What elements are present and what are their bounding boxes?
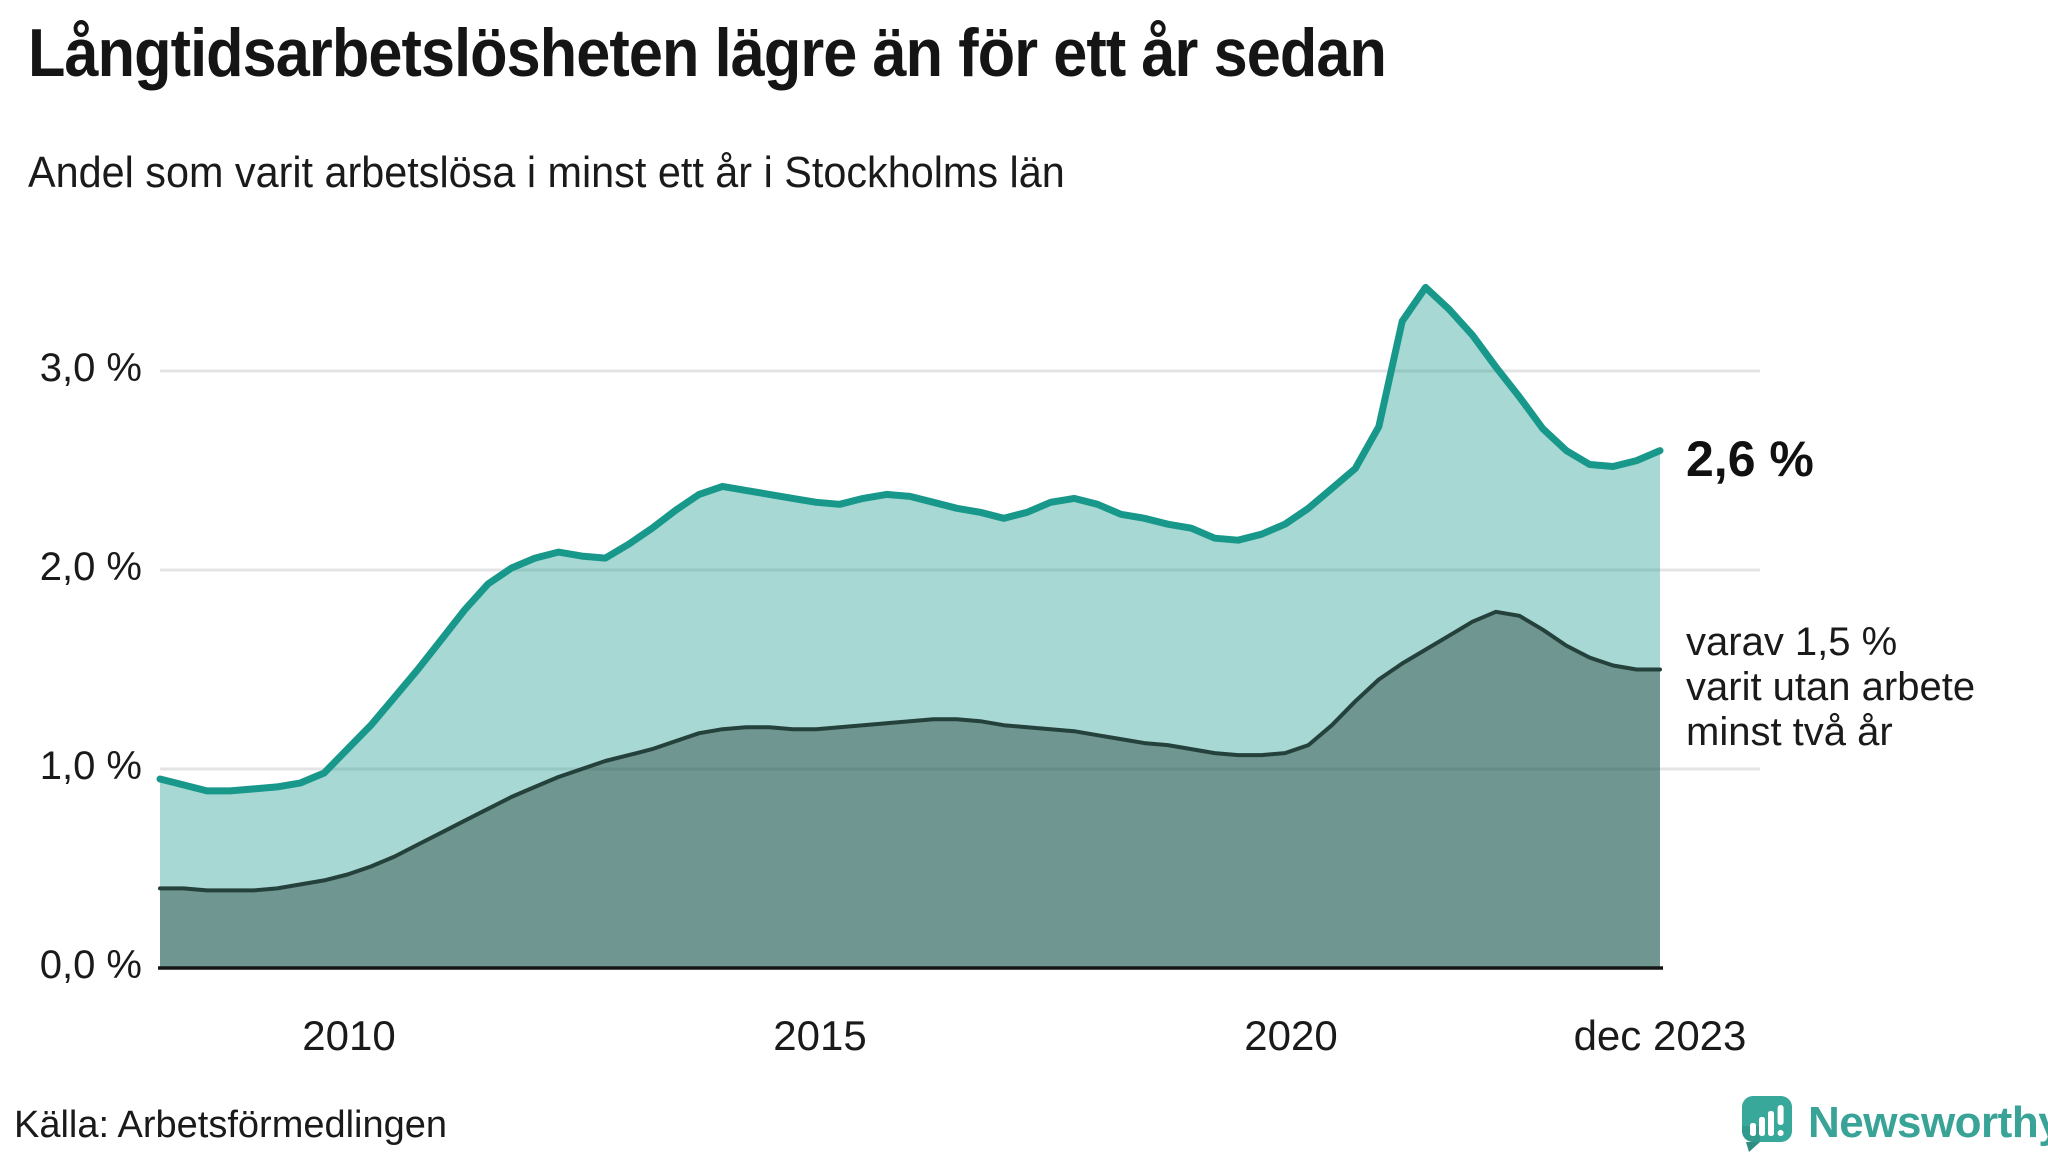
x-tick-2010: 2010: [302, 1012, 396, 1059]
newsworthy-wordmark: Newsworthy: [1808, 1098, 2048, 1147]
y-tick-3: 3,0 %: [39, 346, 142, 390]
x-tick-2020: 2020: [1244, 1012, 1338, 1059]
annotation-line-1: varav 1,5 %: [1686, 620, 1898, 664]
chart-subtitle: Andel som varit arbetslösa i minst ett å…: [28, 148, 1065, 197]
newsworthy-bubble-icon: [1742, 1096, 1792, 1152]
series-line-two-years: [158, 609, 1662, 893]
series-area-two-years: [160, 611, 1660, 968]
annotation-line-3: minst två år: [1686, 709, 1893, 754]
series-total-end-label: 2,6 %: [1686, 431, 1814, 487]
series-two-years-end-label: varav 1,5 % varit utan arbete minst två …: [1686, 620, 1975, 754]
x-tick-2015: 2015: [773, 1012, 867, 1059]
newsworthy-logo: Newsworthy: [1740, 1094, 2048, 1152]
annotation-line-2: varit utan arbete: [1686, 664, 1976, 709]
source-credit: Källa: Arbetsförmedlingen: [14, 1104, 448, 1146]
y-tick-2: 2,0 %: [39, 545, 142, 589]
series-area-total: [160, 287, 1660, 968]
y-tick-0: 0,0 %: [39, 943, 142, 987]
x-tick-dec-2023: dec 2023: [1573, 1012, 1747, 1059]
series-line-total: [156, 283, 1664, 795]
page-title: Långtidsarbetslösheten lägre än för ett …: [28, 15, 1387, 91]
y-tick-1: 1,0 %: [39, 744, 142, 788]
